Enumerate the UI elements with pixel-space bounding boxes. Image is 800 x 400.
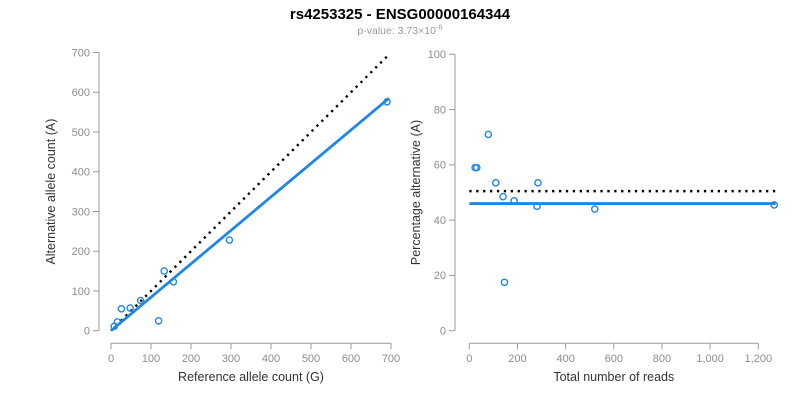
- y-tick-label: 100: [72, 286, 90, 298]
- y-axis-title: Percentage alternative (A): [409, 120, 423, 265]
- y-tick-label: 600: [72, 87, 90, 99]
- data-point[interactable]: [126, 304, 134, 312]
- identity-line: [110, 55, 388, 332]
- y-tick-label: 0: [84, 326, 90, 338]
- x-tick-label: 1,000: [696, 353, 724, 365]
- x-tick-label: 400: [556, 353, 574, 365]
- y-tick-label: 100: [428, 49, 446, 61]
- fit-line: [110, 97, 390, 332]
- x-axis-title: Total number of reads: [553, 370, 674, 384]
- y-tick-label: 500: [72, 127, 90, 139]
- x-tick-label: 600: [342, 353, 360, 365]
- x-tick-label: 0: [108, 353, 114, 365]
- y-tick-label: 200: [72, 246, 90, 258]
- chart-title: rs4253325 - ENSG00000164344: [290, 6, 511, 23]
- pvalue-exponent: -6: [436, 23, 443, 32]
- x-tick-label: 500: [302, 353, 320, 365]
- data-point[interactable]: [770, 201, 778, 209]
- data-point[interactable]: [500, 278, 509, 287]
- x-tick-label: 700: [382, 353, 400, 365]
- x-tick-label: 1,200: [745, 353, 773, 365]
- data-point[interactable]: [169, 278, 178, 286]
- x-tick-label: 600: [605, 353, 623, 365]
- x-axis-title: Reference allele count (G): [178, 370, 324, 384]
- y-tick-label: 400: [72, 167, 90, 179]
- y-tick-label: 20: [434, 270, 446, 282]
- data-point[interactable]: [590, 205, 599, 213]
- x-tick-label: 300: [222, 353, 240, 365]
- data-point[interactable]: [154, 316, 163, 325]
- y-tick-label: 60: [434, 160, 446, 172]
- data-point[interactable]: [491, 179, 500, 187]
- data-point[interactable]: [136, 296, 145, 305]
- y-tick-label: 0: [440, 326, 446, 338]
- right-scatter-plot: 0 20 40 60 80 100 0 200 400 600 800 1,000 1,200 Total…: [409, 49, 778, 384]
- x-tick-label: 0: [466, 353, 472, 365]
- y-tick-label: 300: [72, 206, 90, 218]
- x-tick-label: 100: [142, 353, 160, 365]
- data-point[interactable]: [499, 192, 507, 201]
- y-tick-label: 40: [434, 215, 446, 227]
- data-point[interactable]: [160, 267, 168, 275]
- pvalue-text: p-value: 3.73×10: [357, 25, 436, 37]
- data-point[interactable]: [533, 202, 541, 211]
- x-tick-label: 800: [653, 353, 671, 365]
- x-tick-label: 200: [182, 353, 200, 365]
- x-tick-label: 200: [508, 353, 526, 365]
- data-point[interactable]: [383, 97, 391, 106]
- y-tick-label: 80: [434, 104, 446, 116]
- chart-subtitle: p-value: 3.73×10-6: [357, 23, 442, 38]
- data-point[interactable]: [484, 130, 493, 139]
- data-point[interactable]: [113, 318, 122, 326]
- data-point[interactable]: [510, 196, 518, 205]
- left-scatter-plot: 0 100 200 300 400 500 600 700 0 100 200 300 400 500 60…: [44, 47, 400, 384]
- data-point[interactable]: [472, 163, 481, 172]
- data-point[interactable]: [117, 305, 126, 313]
- data-point[interactable]: [225, 236, 234, 244]
- y-axis-title: Alternative allele count (A): [44, 119, 58, 265]
- data-point[interactable]: [534, 179, 542, 187]
- y-tick-label: 700: [72, 47, 90, 59]
- x-tick-label: 400: [262, 353, 280, 365]
